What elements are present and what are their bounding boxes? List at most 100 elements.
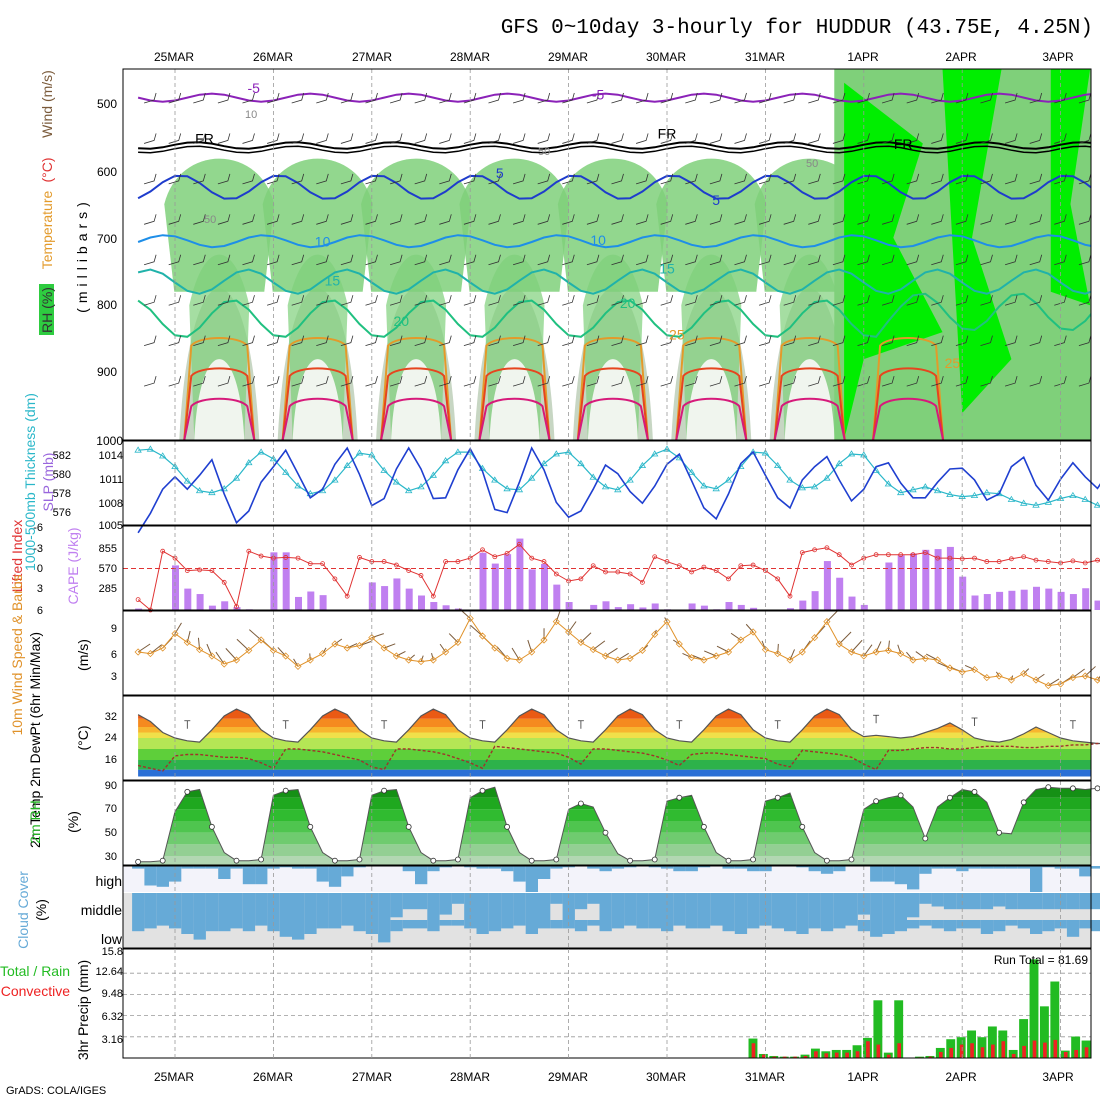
cloud-cell <box>218 866 231 879</box>
dewpoint-line <box>137 742 1100 772</box>
bottom-date-label: 3APR <box>1042 1070 1074 1084</box>
upper-wind-barb <box>217 254 231 266</box>
wind-speed-point <box>159 644 167 652</box>
precip-tick: 6.32 <box>102 1011 123 1023</box>
cloud-cell <box>624 893 637 920</box>
precip-convective-bar <box>938 1051 943 1058</box>
upper-wind-barb <box>1054 92 1067 104</box>
upper-wind-barb <box>1078 254 1091 266</box>
upper-wind-barb <box>857 335 870 347</box>
wind-speed-point <box>565 628 573 636</box>
precip-convective-bar <box>959 1044 964 1058</box>
cloud-cell <box>587 893 600 904</box>
cloud-cell <box>636 893 649 920</box>
cloud-cell <box>439 893 452 915</box>
li-point <box>996 559 1002 564</box>
temp-band <box>138 769 1091 777</box>
rh-legend-swatch <box>39 284 54 335</box>
cloud-cell <box>525 893 538 920</box>
li-point <box>935 555 940 561</box>
cloud-cell <box>771 920 784 929</box>
upper-wind-barb <box>1029 295 1043 306</box>
li-point <box>443 559 449 564</box>
cloud-cell <box>501 866 514 872</box>
cloud-cell <box>304 893 317 920</box>
precip-total-bar <box>1050 981 1060 1058</box>
precip-convective-bar <box>824 1053 829 1058</box>
chart-title: GFS 0~10day 3-hourly for HUDDUR (43.75E,… <box>501 17 1093 40</box>
wind-barb <box>420 655 424 662</box>
upper-wind-barb <box>168 254 182 266</box>
rh-point <box>454 856 461 863</box>
cape-bar <box>1094 600 1100 610</box>
rh-contour-label: 10 <box>245 109 257 121</box>
upper-wind-barb <box>635 375 649 387</box>
upper-wind-barb <box>635 214 649 225</box>
thickness-point <box>983 488 991 496</box>
thickness-point <box>503 485 511 492</box>
cloud-cell <box>845 920 858 926</box>
cloud-cell <box>328 866 342 887</box>
upper-wind-barb <box>291 254 305 266</box>
precip-convective-bar <box>855 1051 860 1058</box>
thickness-point <box>245 458 253 466</box>
cape-bar <box>860 604 868 610</box>
rh-point <box>307 823 314 830</box>
thickness-point <box>835 459 843 467</box>
run-total: Run Total = 81.69 <box>994 953 1089 967</box>
li-tick: 6 <box>37 605 43 617</box>
wind-speed-point <box>232 656 241 664</box>
thickness-tick: 580 <box>53 469 71 481</box>
upper-wind-barb <box>980 335 993 347</box>
cloud-cell <box>624 866 637 868</box>
cloud-cell <box>919 920 932 926</box>
cloud-cell <box>439 866 452 868</box>
cloud-cell <box>636 920 649 929</box>
upper-wind-barb <box>635 92 649 104</box>
cape-bar <box>504 554 512 610</box>
cape-bar <box>811 591 819 610</box>
cloud-cell <box>181 866 194 869</box>
cape-bar <box>1033 586 1040 610</box>
upper-wind-barb <box>316 92 329 104</box>
upper-wind-barb <box>832 214 846 225</box>
upper-wind-barb <box>316 133 329 144</box>
upper-wind-barb <box>955 173 969 185</box>
li-point <box>1070 558 1076 564</box>
warm-contour <box>478 337 551 440</box>
cape-bar <box>184 588 192 610</box>
upper-wind-barb <box>439 295 452 306</box>
cloud-cell <box>316 920 329 929</box>
upper-wind-barb <box>512 335 526 347</box>
upper-wind-barb <box>1054 214 1067 225</box>
upper-wind-barb <box>266 254 280 266</box>
cloud-cell <box>907 920 920 929</box>
cape-tick: 285 <box>99 583 117 595</box>
cloud-cell <box>710 893 723 920</box>
wind-barb <box>527 639 533 653</box>
cape-bar <box>737 604 745 610</box>
cape-bar <box>700 605 708 610</box>
cape-bar <box>282 552 290 610</box>
bottom-date-label: 25MAR <box>154 1070 194 1084</box>
thickness-point <box>724 476 733 483</box>
rh-point <box>1094 785 1100 792</box>
precip-tick: 3.16 <box>102 1034 123 1046</box>
cape-bar <box>946 546 954 610</box>
wind-label: Wind (m/s) <box>39 70 55 138</box>
upper-wind-barb <box>734 92 747 104</box>
cloud-cell <box>1066 893 1080 910</box>
li-point <box>307 561 313 567</box>
wind-speed-point <box>1044 682 1052 690</box>
wind-speed-point <box>675 640 683 648</box>
cloud-cell <box>451 893 465 904</box>
li-point <box>541 559 547 564</box>
li-point <box>812 547 817 553</box>
cloud-cell <box>353 893 366 920</box>
upper-wind-barb <box>389 375 403 387</box>
cloud-cell <box>587 920 600 926</box>
upper-wind-barb <box>266 295 280 306</box>
cloud-cell <box>820 920 834 932</box>
upper-wind-barb <box>881 295 895 306</box>
cloud-cell <box>648 866 661 868</box>
